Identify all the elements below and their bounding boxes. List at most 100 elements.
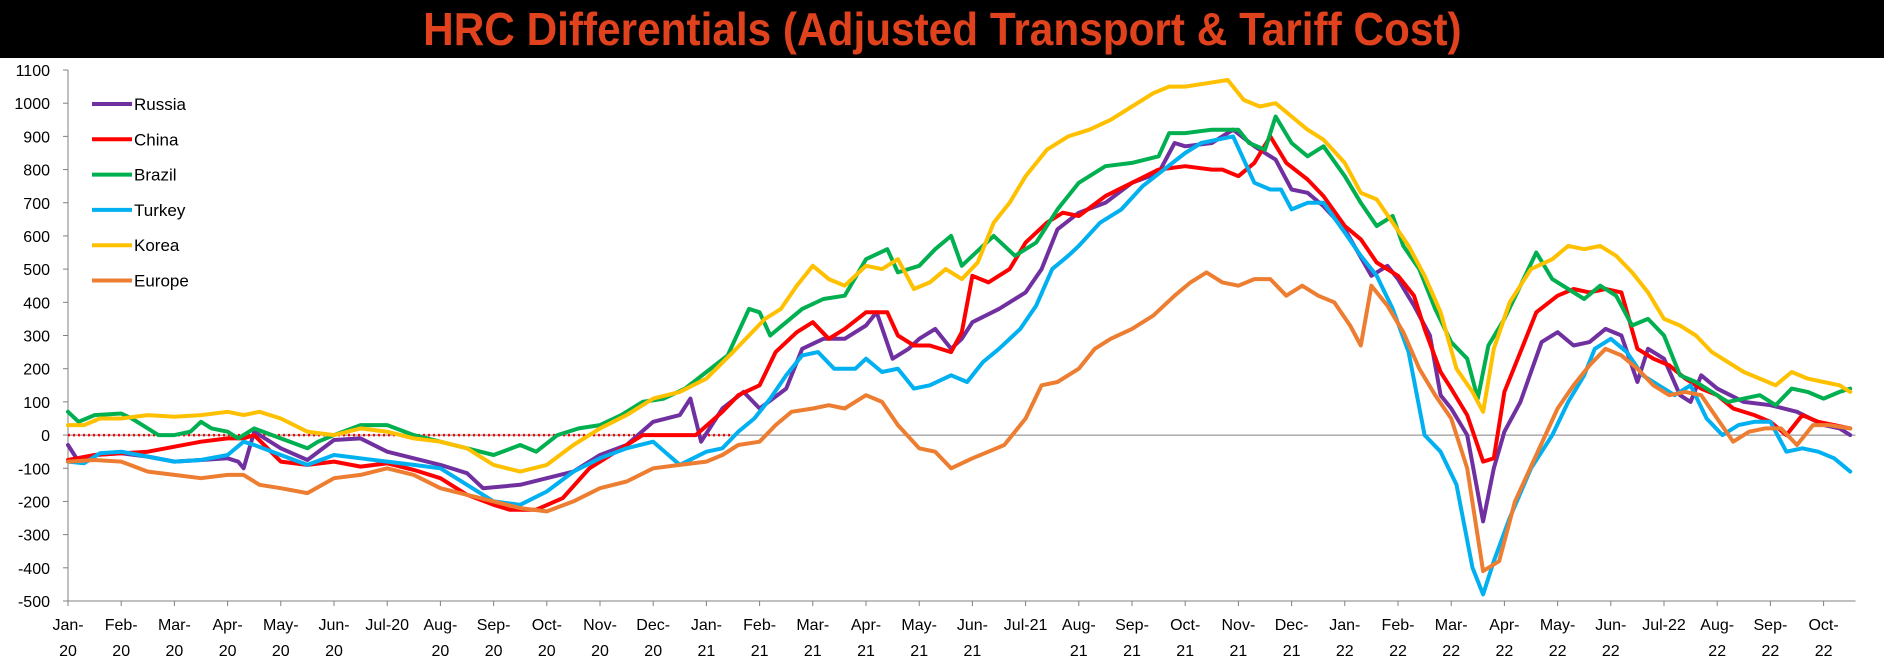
x-tick-year-label: 21 [1176, 643, 1194, 660]
series-line-europe [66, 270, 1853, 574]
y-tick-label: -400 [18, 561, 50, 578]
x-tick-year-label: 20 [591, 643, 609, 660]
x-tick-year-label: 22 [1762, 643, 1780, 660]
y-tick-label: 600 [23, 229, 50, 246]
x-tick-year-label: 21 [1070, 643, 1088, 660]
x-tick-label: Mar- [158, 617, 191, 634]
x-tick-label: May- [263, 617, 299, 634]
x-tick-label: Jun- [957, 617, 988, 634]
x-tick-label: Mar- [1435, 617, 1468, 634]
x-tick-label: May- [1540, 617, 1576, 634]
x-tick-label: Feb- [1382, 617, 1415, 634]
series-line-korea [66, 78, 1853, 474]
legend-label-brazil: Brazil [134, 166, 177, 185]
x-tick-label: Sep- [1754, 617, 1788, 634]
x-tick-year-label: 21 [1283, 643, 1301, 660]
series-line-china [66, 134, 1853, 512]
x-tick-year-label: 22 [1442, 643, 1460, 660]
y-tick-label: -200 [18, 494, 50, 511]
legend-label-china: China [134, 130, 179, 149]
x-tick-label: Nov- [583, 617, 617, 634]
y-tick-label: 900 [23, 129, 50, 146]
x-tick-year-label: 20 [538, 643, 556, 660]
y-tick-label: 200 [23, 362, 50, 379]
x-tick-year-label: 20 [644, 643, 662, 660]
x-tick-year-label: 22 [1496, 643, 1514, 660]
x-tick-year-label: 22 [1549, 643, 1567, 660]
series-line-russia [66, 127, 1853, 524]
x-tick-label: Oct- [532, 617, 562, 634]
x-tick-year-label: 20 [112, 643, 130, 660]
x-tick-label: Jan- [691, 617, 722, 634]
series-layer [66, 78, 1853, 597]
y-tick-label: -500 [18, 594, 50, 611]
x-tick-label: Oct- [1808, 617, 1838, 634]
x-tick-year-label: 20 [432, 643, 450, 660]
x-tick-year-label: 22 [1602, 643, 1620, 660]
legend-label-korea: Korea [134, 236, 180, 255]
x-tick-label: Feb- [743, 617, 776, 634]
x-tick-label: Jul-22 [1642, 617, 1686, 634]
x-tick-label: Dec- [636, 617, 670, 634]
x-tick-year-label: 21 [1123, 643, 1141, 660]
y-tick-label: 0 [41, 428, 50, 445]
y-tick-label: 300 [23, 329, 50, 346]
x-tick-label: Aug- [1700, 617, 1734, 634]
x-tick-year-label: 22 [1336, 643, 1354, 660]
x-tick-label: Mar- [796, 617, 829, 634]
x-tick-year-label: 22 [1815, 643, 1833, 660]
line-chart: -500 -400 -300 -200 -100 0 100 200 300 400 500 600 7… [14, 63, 1856, 660]
chart-legend: Russia China Brazil Turkey Korea Europe [92, 95, 189, 291]
legend-label-europe: Europe [134, 272, 189, 291]
x-tick-label: Aug- [424, 617, 458, 634]
x-tick-year-label: 20 [485, 643, 503, 660]
y-tick-label: -300 [18, 528, 50, 545]
x-tick-year-label: 21 [964, 643, 982, 660]
x-tick-year-label: 21 [857, 643, 875, 660]
y-tick-label: 1000 [14, 96, 50, 113]
x-tick-year-label: 22 [1389, 643, 1407, 660]
series-line-turkey [66, 134, 1853, 597]
x-tick-label: Nov- [1222, 617, 1256, 634]
y-tick-label: 100 [23, 395, 50, 412]
x-tick-label: Feb- [105, 617, 138, 634]
x-tick-label: Aug- [1062, 617, 1096, 634]
y-tick-label: -100 [18, 461, 50, 478]
chart-title: HRC Differentials (Adjusted Transport & … [422, 3, 1462, 55]
x-tick-year-label: 20 [166, 643, 184, 660]
x-tick-year-label: 21 [751, 643, 769, 660]
chart-axes: -500 -400 -300 -200 -100 0 100 200 300 400 500 600 7… [14, 63, 1856, 660]
x-tick-label: Jul-20 [365, 617, 409, 634]
y-tick-label: 800 [23, 163, 50, 180]
x-tick-label: Jul-21 [1004, 617, 1048, 634]
y-tick-label: 400 [23, 295, 50, 312]
y-tick-label: 1100 [16, 63, 51, 80]
legend-label-russia: Russia [134, 95, 187, 114]
x-tick-year-label: 20 [272, 643, 290, 660]
x-tick-year-label: 21 [804, 643, 822, 660]
x-tick-label: Apr- [1489, 617, 1519, 634]
x-tick-label: Sep- [1115, 617, 1149, 634]
x-tick-label: Jan- [52, 617, 83, 634]
x-tick-year-label: 21 [910, 643, 928, 660]
x-tick-label: Sep- [477, 617, 511, 634]
y-tick-label: 700 [23, 196, 50, 213]
y-tick-label: 500 [23, 262, 50, 279]
x-tick-label: Jan- [1329, 617, 1360, 634]
x-tick-label: Apr- [212, 617, 242, 634]
x-tick-year-label: 22 [1708, 643, 1726, 660]
x-tick-label: Oct- [1170, 617, 1200, 634]
x-tick-label: Jun- [1595, 617, 1626, 634]
x-tick-label: Dec- [1275, 617, 1309, 634]
x-tick-year-label: 21 [698, 643, 716, 660]
x-tick-label: May- [901, 617, 937, 634]
series-line-brazil [66, 114, 1853, 457]
x-tick-label: Apr- [851, 617, 881, 634]
x-tick-year-label: 21 [1230, 643, 1248, 660]
x-tick-label: Jun- [318, 617, 349, 634]
chart-title-bar: HRC Differentials (Adjusted Transport & … [0, 0, 1884, 58]
x-tick-year-label: 20 [59, 643, 77, 660]
x-tick-year-label: 20 [219, 643, 237, 660]
legend-label-turkey: Turkey [134, 201, 186, 220]
x-tick-year-label: 20 [325, 643, 343, 660]
